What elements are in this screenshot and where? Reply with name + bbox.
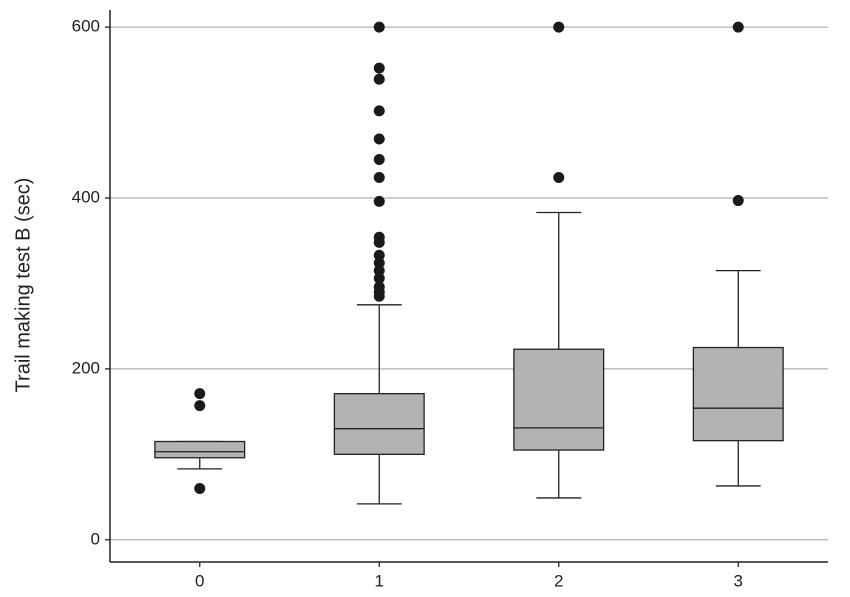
outlier xyxy=(553,171,565,183)
box xyxy=(513,348,605,451)
outlier xyxy=(373,21,385,33)
x-tick-label: 3 xyxy=(734,571,743,590)
outlier xyxy=(373,133,385,145)
box xyxy=(154,440,246,459)
outlier xyxy=(732,21,744,33)
y-tick-label: 400 xyxy=(72,187,100,206)
outlier xyxy=(194,483,206,495)
outlier xyxy=(373,290,385,302)
x-tick-label: 1 xyxy=(375,571,384,590)
outlier xyxy=(373,257,385,269)
y-axis-label: Trail making test B (sec) xyxy=(12,178,34,393)
outlier xyxy=(373,272,385,284)
y-tick-label: 200 xyxy=(72,358,100,377)
outlier xyxy=(194,388,206,400)
x-tick-label: 2 xyxy=(554,571,563,590)
outlier xyxy=(373,249,385,261)
outlier xyxy=(373,171,385,183)
outlier xyxy=(373,62,385,74)
box xyxy=(692,346,784,442)
x-tick-label: 0 xyxy=(195,571,204,590)
outlier xyxy=(373,236,385,248)
outlier xyxy=(553,21,565,33)
outlier xyxy=(194,400,206,412)
box xyxy=(333,393,425,455)
outlier xyxy=(373,73,385,85)
outlier xyxy=(373,154,385,166)
outlier xyxy=(373,195,385,207)
outlier xyxy=(373,265,385,277)
outlier xyxy=(373,105,385,117)
y-tick-label: 600 xyxy=(72,17,100,36)
y-tick-label: 0 xyxy=(91,529,100,548)
outlier xyxy=(732,195,744,207)
